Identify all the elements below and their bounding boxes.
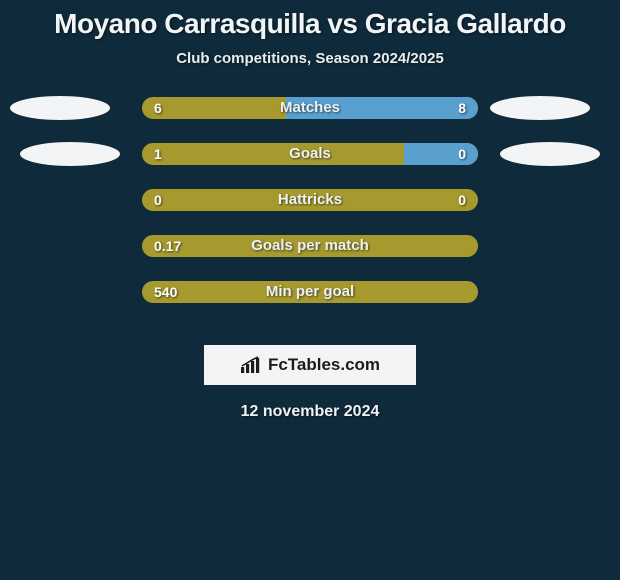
player-left-marker xyxy=(10,96,110,120)
brand-text: FcTables.com xyxy=(268,355,380,375)
stat-left-value: 0 xyxy=(154,189,162,211)
stat-row: 0.17Goals per match xyxy=(0,233,620,279)
stat-left-value: 6 xyxy=(154,97,162,119)
stat-left-value: 540 xyxy=(154,281,177,303)
stat-right-value: 0 xyxy=(458,143,466,165)
date-text: 12 november 2024 xyxy=(0,403,620,421)
stat-left-value: 1 xyxy=(154,143,162,165)
stat-label: Min per goal xyxy=(142,281,478,303)
stat-label: Goals per match xyxy=(142,235,478,257)
player-right-marker xyxy=(490,96,590,120)
stat-rows: 68Matches10Goals00Hattricks0.17Goals per… xyxy=(0,95,620,325)
stat-label: Hattricks xyxy=(142,189,478,211)
stat-row: 68Matches xyxy=(0,95,620,141)
stat-bar: 0 0Hattricks xyxy=(140,187,480,213)
stat-bar: 68Matches xyxy=(140,95,480,121)
brand-box: FcTables.com xyxy=(202,343,418,387)
stat-right-value: 0 xyxy=(458,189,466,211)
stat-row: 10Goals xyxy=(0,141,620,187)
stat-bar-right-fill xyxy=(404,143,478,165)
stat-bar-right-fill xyxy=(286,97,478,119)
stat-left-value: 0.17 xyxy=(154,235,181,257)
subtitle: Club competitions, Season 2024/2025 xyxy=(0,50,620,67)
stat-right-value: 8 xyxy=(458,97,466,119)
page-title: Moyano Carrasquilla vs Gracia Gallardo xyxy=(0,0,620,40)
stat-row: 0 0Hattricks xyxy=(0,187,620,233)
bar-chart-icon xyxy=(240,356,262,374)
player-right-marker xyxy=(500,142,600,166)
player-left-marker xyxy=(20,142,120,166)
stat-bar: 0.17Goals per match xyxy=(140,233,480,259)
stat-bar: 540Min per goal xyxy=(140,279,480,305)
comparison-infographic: Moyano Carrasquilla vs Gracia Gallardo C… xyxy=(0,0,620,580)
stat-row: 540Min per goal xyxy=(0,279,620,325)
stat-bar: 10Goals xyxy=(140,141,480,167)
